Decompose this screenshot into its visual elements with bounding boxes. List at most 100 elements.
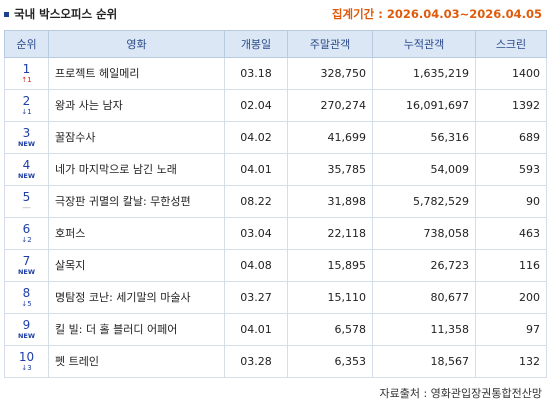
rank-cell: 2 ↓1 [4, 89, 49, 122]
rank-change-icon: ↓2 [21, 235, 32, 244]
open-date: 04.01 [224, 313, 288, 346]
rank-cell: 6 ↓2 [4, 217, 49, 250]
table-header-row: 순위 영화 개봉일 주말관객 누적관객 스크린 [4, 30, 547, 58]
rank-change-icon: ↑1 [21, 75, 32, 84]
movie-title[interactable]: 네가 마지막으로 남긴 노래 [48, 153, 225, 186]
open-date: 03.04 [224, 217, 288, 250]
rank-cell: 3 NEW [4, 121, 49, 154]
rank-number: 8 [22, 285, 31, 300]
movie-title[interactable]: 명탐정 코난: 세기말의 마술사 [48, 281, 225, 314]
rank-number: 2 [22, 93, 31, 108]
box-office-header: 국내 박스오피스 순위 집계기간 :2026.04.03~2026.04.05 [4, 6, 546, 22]
column-header-rank: 순위 [4, 30, 49, 58]
rank-change-icon: NEW [17, 267, 36, 276]
table-row: 6 ↓2 호퍼스 03.04 22,118 738,058 463 [4, 217, 547, 250]
movie-title[interactable]: 왕과 사는 남자 [48, 89, 225, 122]
open-date: 04.08 [224, 249, 288, 282]
total-audience: 5,782,529 [372, 185, 476, 218]
open-date: 04.01 [224, 153, 288, 186]
column-header-total-audience: 누적관객 [372, 30, 476, 58]
data-source: 자료출처 : 영화관입장권통합전산망 [379, 387, 543, 400]
weekend-audience: 6,353 [287, 345, 373, 378]
rank-number: 3 [22, 125, 31, 140]
rank-change-icon: NEW [17, 171, 36, 180]
movie-title[interactable]: 킬 빌: 더 홀 블러디 어페어 [48, 313, 225, 346]
rank-number: 6 [22, 221, 31, 236]
screen-count: 1392 [475, 89, 547, 122]
page-title: 국내 박스오피스 순위 [14, 7, 118, 21]
column-header-weekend-audience: 주말관객 [287, 30, 373, 58]
rank-change-icon: NEW [17, 331, 36, 340]
total-audience: 54,009 [372, 153, 476, 186]
rank-number: 9 [22, 317, 31, 332]
rank-cell: 4 NEW [4, 153, 49, 186]
weekend-audience: 35,785 [287, 153, 373, 186]
table-row: 4 NEW 네가 마지막으로 남긴 노래 04.01 35,785 54,009 593 [4, 153, 547, 186]
movie-title[interactable]: 살목지 [48, 249, 225, 282]
screen-count: 132 [475, 345, 547, 378]
total-audience: 18,567 [372, 345, 476, 378]
weekend-audience: 41,699 [287, 121, 373, 154]
square-bullet-icon [4, 11, 9, 17]
open-date: 02.04 [224, 89, 288, 122]
movie-title[interactable]: 호퍼스 [48, 217, 225, 250]
weekend-audience: 270,274 [287, 89, 373, 122]
total-audience: 1,635,219 [372, 57, 476, 90]
screen-count: 1400 [475, 57, 547, 90]
rank-number: 1 [22, 61, 31, 76]
rank-number: 10 [18, 349, 35, 364]
box-office-table: 순위 영화 개봉일 주말관객 누적관객 스크린 1 ↑1 프로젝트 헤일메리 03.1… [4, 30, 547, 378]
open-date: 03.18 [224, 57, 288, 90]
table-row: 8 ↓5 명탐정 코난: 세기말의 마술사 03.27 15,110 80,677 200 [4, 281, 547, 314]
weekend-audience: 15,895 [287, 249, 373, 282]
rank-cell: 9 NEW [4, 313, 49, 346]
weekend-audience: 328,750 [287, 57, 373, 90]
movie-title[interactable]: 프로젝트 헤일메리 [48, 57, 225, 90]
movie-title[interactable]: 극장판 귀멸의 칼날: 무한성편 [48, 185, 225, 218]
weekend-audience: 22,118 [287, 217, 373, 250]
open-date: 08.22 [224, 185, 288, 218]
weekend-audience: 15,110 [287, 281, 373, 314]
rank-change-icon: NEW [17, 139, 36, 148]
period-info: 집계기간 :2026.04.03~2026.04.05 [332, 6, 542, 22]
table-row: 2 ↓1 왕과 사는 남자 02.04 270,274 16,091,697 1392 [4, 89, 547, 122]
rank-change-icon: ↓3 [21, 363, 32, 372]
movie-title[interactable]: 펫 트레인 [48, 345, 225, 378]
column-header-screens: 스크린 [475, 30, 547, 58]
rank-cell: 10 ↓3 [4, 345, 49, 378]
rank-cell: 1 ↑1 [4, 57, 49, 90]
total-audience: 26,723 [372, 249, 476, 282]
period-value: 2026.04.03~2026.04.05 [386, 7, 542, 21]
screen-count: 689 [475, 121, 547, 154]
rank-change-icon: ↓1 [21, 107, 32, 116]
screen-count: 463 [475, 217, 547, 250]
table-row: 5— 극장판 귀멸의 칼날: 무한성편 08.22 31,898 5,782,529 90 [4, 185, 547, 218]
total-audience: 11,358 [372, 313, 476, 346]
movie-title[interactable]: 꿀잠수사 [48, 121, 225, 154]
period-label: 집계기간 : [331, 7, 383, 21]
rank-cell: 8 ↓5 [4, 281, 49, 314]
open-date: 04.02 [224, 121, 288, 154]
screen-count: 593 [475, 153, 547, 186]
weekend-audience: 6,578 [287, 313, 373, 346]
total-audience: 80,677 [372, 281, 476, 314]
rank-number: 5 [22, 189, 31, 204]
total-audience: 738,058 [372, 217, 476, 250]
screen-count: 200 [475, 281, 547, 314]
total-audience: 56,316 [372, 121, 476, 154]
table-row: 9 NEW 킬 빌: 더 홀 블러디 어페어 04.01 6,578 11,358 97 [4, 313, 547, 346]
rank-number: 7 [22, 253, 31, 268]
screen-count: 97 [475, 313, 547, 346]
rank-number: 4 [22, 157, 31, 172]
table-row: 3 NEW 꿀잠수사 04.02 41,699 56,316 689 [4, 121, 547, 154]
title-group: 국내 박스오피스 순위 [4, 6, 117, 22]
total-audience: 16,091,697 [372, 89, 476, 122]
open-date: 03.28 [224, 345, 288, 378]
rank-cell: 7 NEW [4, 249, 49, 282]
rank-cell: 5— [4, 185, 49, 218]
rank-change-icon: — [22, 202, 31, 213]
open-date: 03.27 [224, 281, 288, 314]
table-row: 7 NEW 살목지 04.08 15,895 26,723 116 [4, 249, 547, 282]
weekend-audience: 31,898 [287, 185, 373, 218]
table-row: 10 ↓3 펫 트레인 03.28 6,353 18,567 132 [4, 345, 547, 378]
